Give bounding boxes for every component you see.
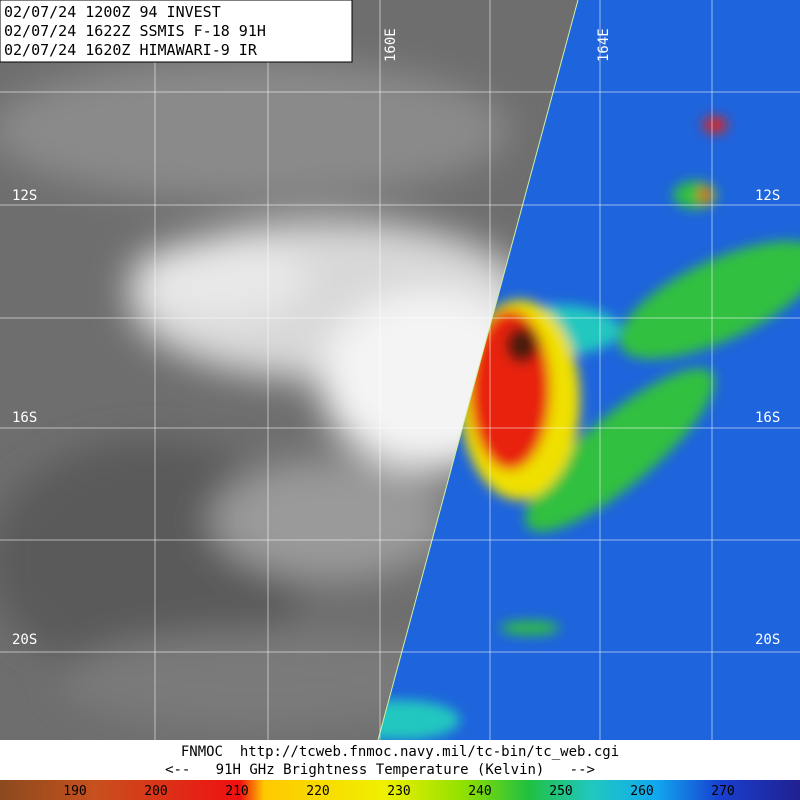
colorbar-tick-label: 240 (468, 784, 491, 799)
lat-label: 16S (755, 410, 780, 426)
swath-edge (377, 0, 579, 741)
colorbar-tick-label: 200 (144, 784, 167, 799)
graticule (154, 0, 713, 740)
colorbar (0, 780, 800, 800)
colorbar-tick-label: 250 (549, 784, 572, 799)
lon-label: 160E (383, 28, 399, 62)
colorbar-tick-label: 260 (630, 784, 653, 799)
ir-imagery (0, 0, 578, 740)
footer-caption: <-- 91H GHz Brightness Temperature (Kelv… (165, 762, 595, 778)
colorbar-tick-label: 230 (387, 784, 410, 799)
lat-label: 16S (12, 410, 37, 426)
footer-source: FNMOC http://tcweb.fnmoc.navy.mil/tc-bin… (181, 744, 619, 760)
lon-label: 164E (596, 28, 612, 62)
colorbar-tick-label: 190 (63, 784, 86, 799)
colorbar-tick-label: 210 (225, 784, 248, 799)
grid-labels: 12S 16S 20S 12S 16S 20S 160E 164E (12, 28, 780, 648)
colorbar-tick-label: 270 (711, 784, 734, 799)
lat-label: 12S (755, 188, 780, 204)
header: 02/07/24 1200Z 94 INVEST 02/07/24 1622Z … (4, 3, 266, 59)
lat-label: 20S (12, 632, 37, 648)
footer-band (0, 740, 800, 780)
colorbar-ticks: 190 200 210 220 230 240 250 260 270 (63, 784, 734, 799)
header-line: 02/07/24 1200Z 94 INVEST (4, 3, 221, 21)
header-box (0, 0, 353, 63)
colorbar-tick-label: 220 (306, 784, 329, 799)
header-line: 02/07/24 1622Z SSMIS F-18 91H (4, 22, 266, 40)
header-line: 02/07/24 1620Z HIMAWARI-9 IR (4, 41, 258, 59)
lat-label: 20S (755, 632, 780, 648)
lat-label: 12S (12, 188, 37, 204)
